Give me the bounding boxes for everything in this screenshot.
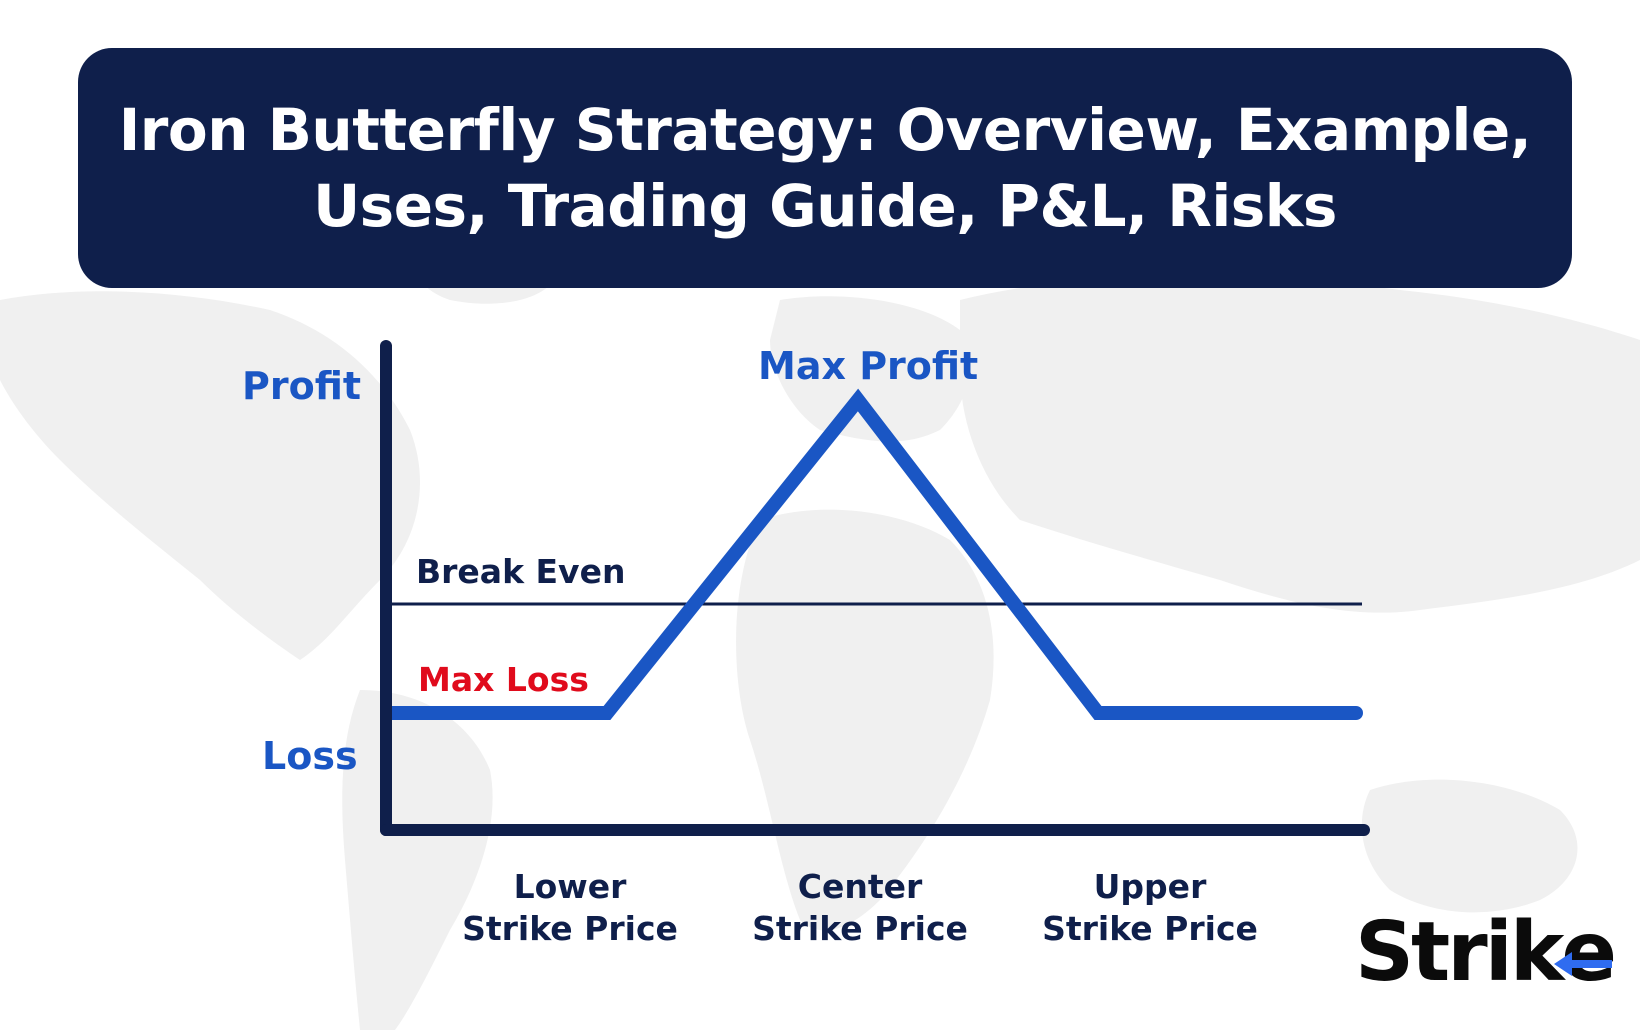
page-title-line-1: Iron Butterfly Strategy: Overview, Examp… — [118, 96, 1532, 164]
payoff-line — [385, 388, 1363, 720]
logo-text-k: k — [1509, 905, 1565, 1000]
strike-logo: Strike — [1355, 905, 1617, 1000]
title-banner: Iron Butterfly Strategy: Overview, Examp… — [78, 48, 1572, 288]
y-axis-profit-label: Profit — [242, 364, 362, 408]
x-tick-line1: Upper — [1093, 867, 1207, 906]
north-america-shape — [0, 291, 420, 660]
page-title-line-2: Uses, Trading Guide, P&L, Risks — [313, 172, 1337, 240]
logo-text-e: e — [1561, 905, 1617, 1000]
x-tick-upper-strike: Upper Strike Price — [1000, 866, 1300, 950]
x-tick-center-strike: Center Strike Price — [710, 866, 1010, 950]
max-loss-label: Max Loss — [418, 660, 589, 699]
break-even-label: Break Even — [416, 552, 626, 591]
max-profit-label: Max Profit — [758, 344, 979, 388]
y-axis-loss-label: Loss — [262, 734, 358, 778]
x-tick-line1: Lower — [513, 867, 627, 906]
logo-arrow-icon — [1553, 952, 1612, 976]
europe-shape — [770, 296, 971, 442]
x-tick-line2: Strike Price — [752, 909, 968, 948]
x-tick-line1: Center — [797, 867, 923, 906]
asia-shape — [960, 276, 1640, 613]
x-tick-line2: Strike Price — [1042, 909, 1258, 948]
south-america-shape — [342, 690, 493, 1030]
australia-shape — [1361, 779, 1578, 913]
logo-text-main: Stri — [1355, 905, 1513, 1000]
x-tick-lower-strike: Lower Strike Price — [420, 866, 720, 950]
x-tick-line2: Strike Price — [462, 909, 678, 948]
